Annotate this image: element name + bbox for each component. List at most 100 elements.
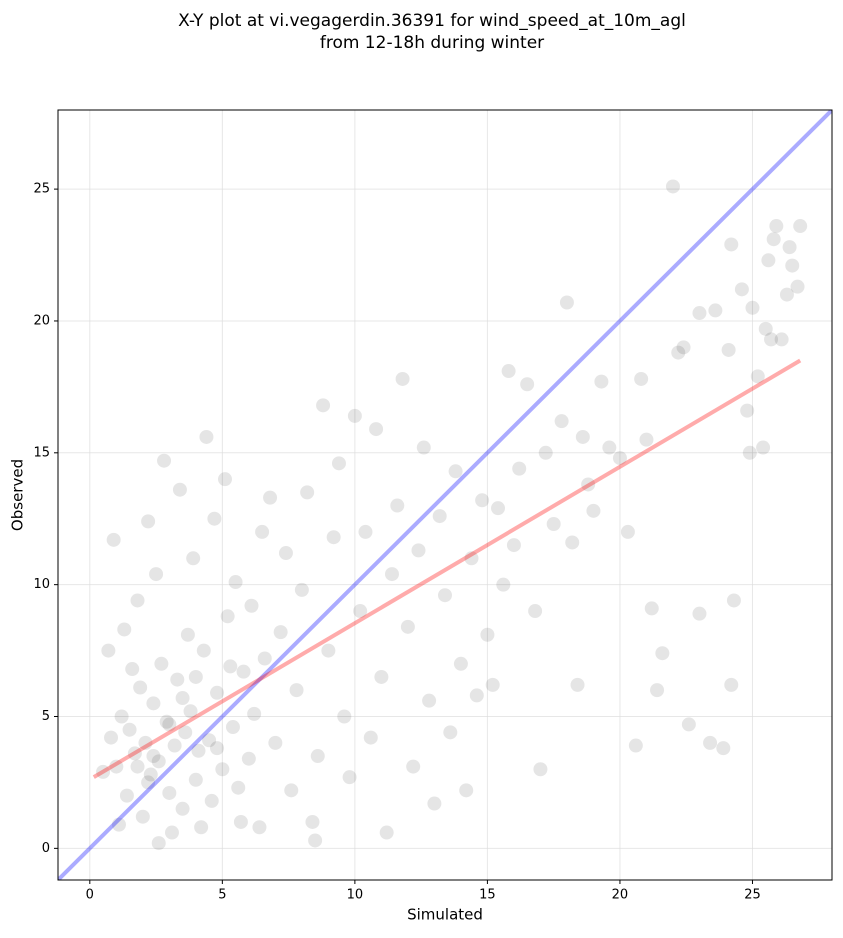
point — [475, 493, 490, 508]
point — [114, 709, 129, 724]
point — [207, 511, 222, 526]
point — [159, 714, 174, 729]
point — [321, 643, 336, 658]
point — [496, 577, 511, 592]
point — [180, 627, 195, 642]
point — [106, 532, 121, 547]
point — [400, 619, 415, 634]
point — [575, 429, 590, 444]
point — [650, 683, 665, 698]
point — [215, 762, 230, 777]
y-tick-label: 15 — [33, 445, 50, 460]
point — [127, 746, 142, 761]
point — [257, 651, 272, 666]
plot-frame — [57, 109, 833, 881]
point — [369, 422, 384, 437]
point — [432, 509, 447, 524]
point — [172, 482, 187, 497]
chart-title: from 12-18h during winter — [320, 33, 544, 53]
point — [210, 741, 225, 756]
y-tick-label: 0 — [42, 841, 50, 856]
point — [244, 598, 259, 613]
point — [138, 735, 153, 750]
point — [374, 669, 389, 684]
point — [453, 656, 468, 671]
point — [337, 709, 352, 724]
point — [448, 464, 463, 479]
x-tick-label: 25 — [744, 888, 761, 903]
x-tick-label: 20 — [612, 888, 629, 903]
point — [247, 706, 262, 721]
point — [122, 722, 137, 737]
point — [681, 717, 696, 732]
point — [745, 300, 760, 315]
point — [151, 754, 166, 769]
point — [469, 688, 484, 703]
point — [766, 232, 781, 247]
point — [255, 524, 270, 539]
point — [565, 535, 580, 550]
point — [133, 680, 148, 695]
point — [151, 836, 166, 851]
point — [779, 287, 794, 302]
point — [384, 567, 399, 582]
point — [740, 403, 755, 418]
point — [581, 477, 596, 492]
point — [186, 551, 201, 566]
point — [676, 340, 691, 355]
point — [793, 219, 808, 234]
point — [146, 696, 161, 711]
point — [204, 793, 219, 808]
point — [111, 817, 126, 832]
point — [162, 785, 177, 800]
point — [188, 669, 203, 684]
point — [146, 749, 161, 764]
point — [157, 453, 172, 468]
point — [178, 725, 193, 740]
point — [506, 538, 521, 553]
point — [196, 643, 211, 658]
point — [491, 501, 506, 516]
point — [416, 440, 431, 455]
point — [143, 767, 158, 782]
point — [210, 685, 225, 700]
point — [724, 237, 739, 252]
point — [154, 656, 169, 671]
y-tick-label: 5 — [42, 709, 50, 724]
point — [130, 759, 145, 774]
point — [620, 524, 635, 539]
point — [241, 751, 256, 766]
point — [170, 672, 185, 687]
point — [554, 414, 569, 429]
point — [692, 606, 707, 621]
point — [231, 780, 246, 795]
point — [785, 258, 800, 273]
point — [268, 735, 283, 750]
point — [634, 371, 649, 386]
point — [612, 451, 627, 466]
point — [188, 772, 203, 787]
point — [326, 530, 341, 545]
point — [331, 456, 346, 471]
point — [520, 377, 535, 392]
point — [223, 659, 238, 674]
fit-line — [58, 110, 832, 880]
y-tick-label: 10 — [33, 577, 50, 592]
point — [130, 593, 145, 608]
point — [774, 332, 789, 347]
x-axis-label: Simulated — [407, 906, 483, 924]
point — [263, 490, 278, 505]
point — [703, 735, 718, 750]
point — [644, 601, 659, 616]
point — [164, 825, 179, 840]
point — [310, 749, 325, 764]
point — [411, 543, 426, 558]
point — [117, 622, 132, 637]
point — [149, 567, 164, 582]
point — [175, 691, 190, 706]
point — [308, 833, 323, 848]
point — [294, 582, 309, 597]
point — [199, 429, 214, 444]
point — [438, 588, 452, 603]
